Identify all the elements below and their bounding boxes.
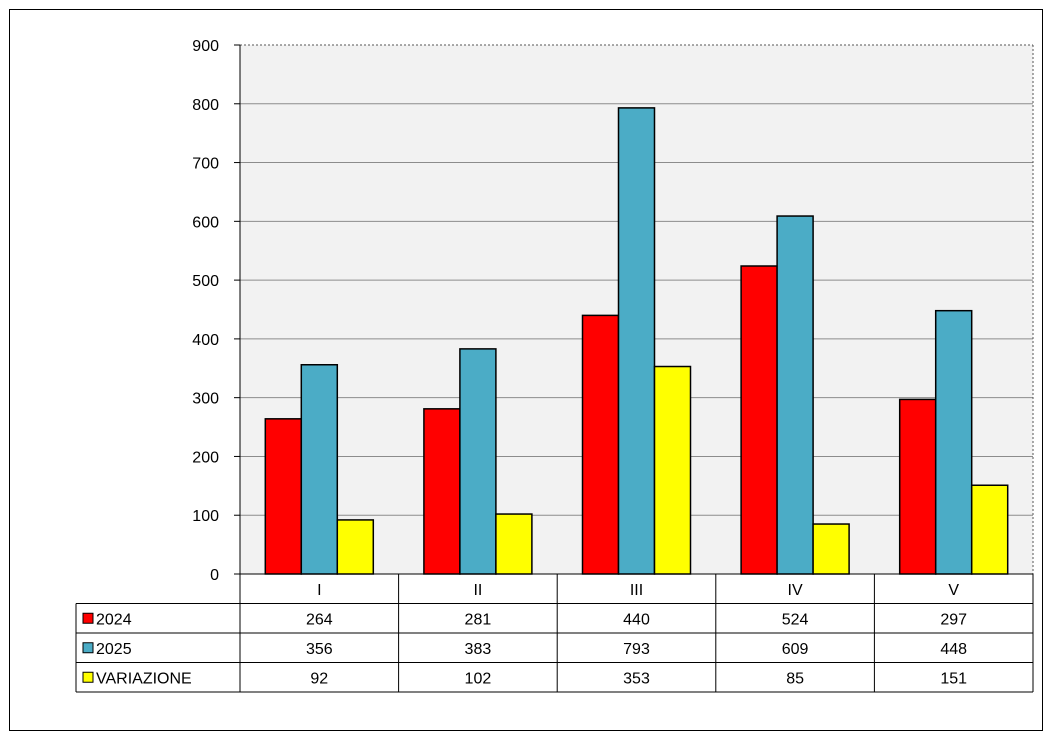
- legend-swatch: [82, 642, 94, 654]
- legend-label: VARIAZIONE: [96, 670, 192, 687]
- table-cell: 448: [940, 641, 967, 658]
- table-cell: 85: [786, 670, 804, 687]
- y-tick-label: 300: [192, 391, 219, 408]
- bar: [812, 523, 850, 575]
- x-tick-label: I: [317, 582, 321, 599]
- y-tick-label: 400: [192, 332, 219, 349]
- table-cell: 353: [623, 670, 650, 687]
- table-cell: 151: [940, 670, 967, 687]
- bar: [898, 398, 937, 575]
- y-axis: 0 100 200 300 400 500 600 700 800 900: [192, 38, 241, 584]
- table-cell: 102: [465, 670, 492, 687]
- x-tick-label: IV: [788, 582, 803, 599]
- legend-swatch: [82, 612, 94, 624]
- bar: [264, 418, 303, 575]
- bar: [459, 348, 497, 575]
- table-cell: 383: [465, 641, 492, 658]
- x-tick-label: V: [948, 582, 959, 599]
- bar: [300, 364, 339, 575]
- y-tick-label: 100: [192, 508, 219, 525]
- y-tick-label: 800: [192, 97, 219, 114]
- bar: [423, 408, 461, 575]
- y-tick-label: 600: [192, 214, 219, 231]
- bar: [776, 215, 814, 575]
- bar: [336, 519, 375, 575]
- table-cell: 92: [310, 670, 328, 687]
- table-cell: 793: [623, 641, 650, 658]
- bar: [617, 107, 656, 575]
- legend-label: 2024: [96, 611, 132, 628]
- table-cell: 297: [940, 611, 967, 628]
- bar: [495, 513, 533, 575]
- bar: [581, 314, 620, 575]
- legend-swatch: [82, 671, 94, 683]
- table-cell: 264: [306, 611, 333, 628]
- table-cell: 356: [306, 641, 333, 658]
- table-cell: 609: [782, 641, 809, 658]
- y-tick-label: 0: [210, 567, 219, 584]
- bar: [970, 484, 1009, 575]
- y-tick-label: 700: [192, 156, 219, 173]
- bar: [653, 365, 692, 575]
- x-tick-label: II: [473, 582, 482, 599]
- y-tick-label: 900: [192, 38, 219, 55]
- table-cell: 281: [465, 611, 492, 628]
- table-cell: 524: [782, 611, 809, 628]
- y-tick-label: 200: [192, 449, 219, 466]
- table-cell: 440: [623, 611, 650, 628]
- legend-label: 2025: [96, 641, 132, 658]
- bar: [740, 265, 778, 575]
- x-tick-label: III: [630, 582, 643, 599]
- bars: [264, 107, 1009, 575]
- bar: [934, 309, 973, 575]
- y-tick-label: 500: [192, 273, 219, 290]
